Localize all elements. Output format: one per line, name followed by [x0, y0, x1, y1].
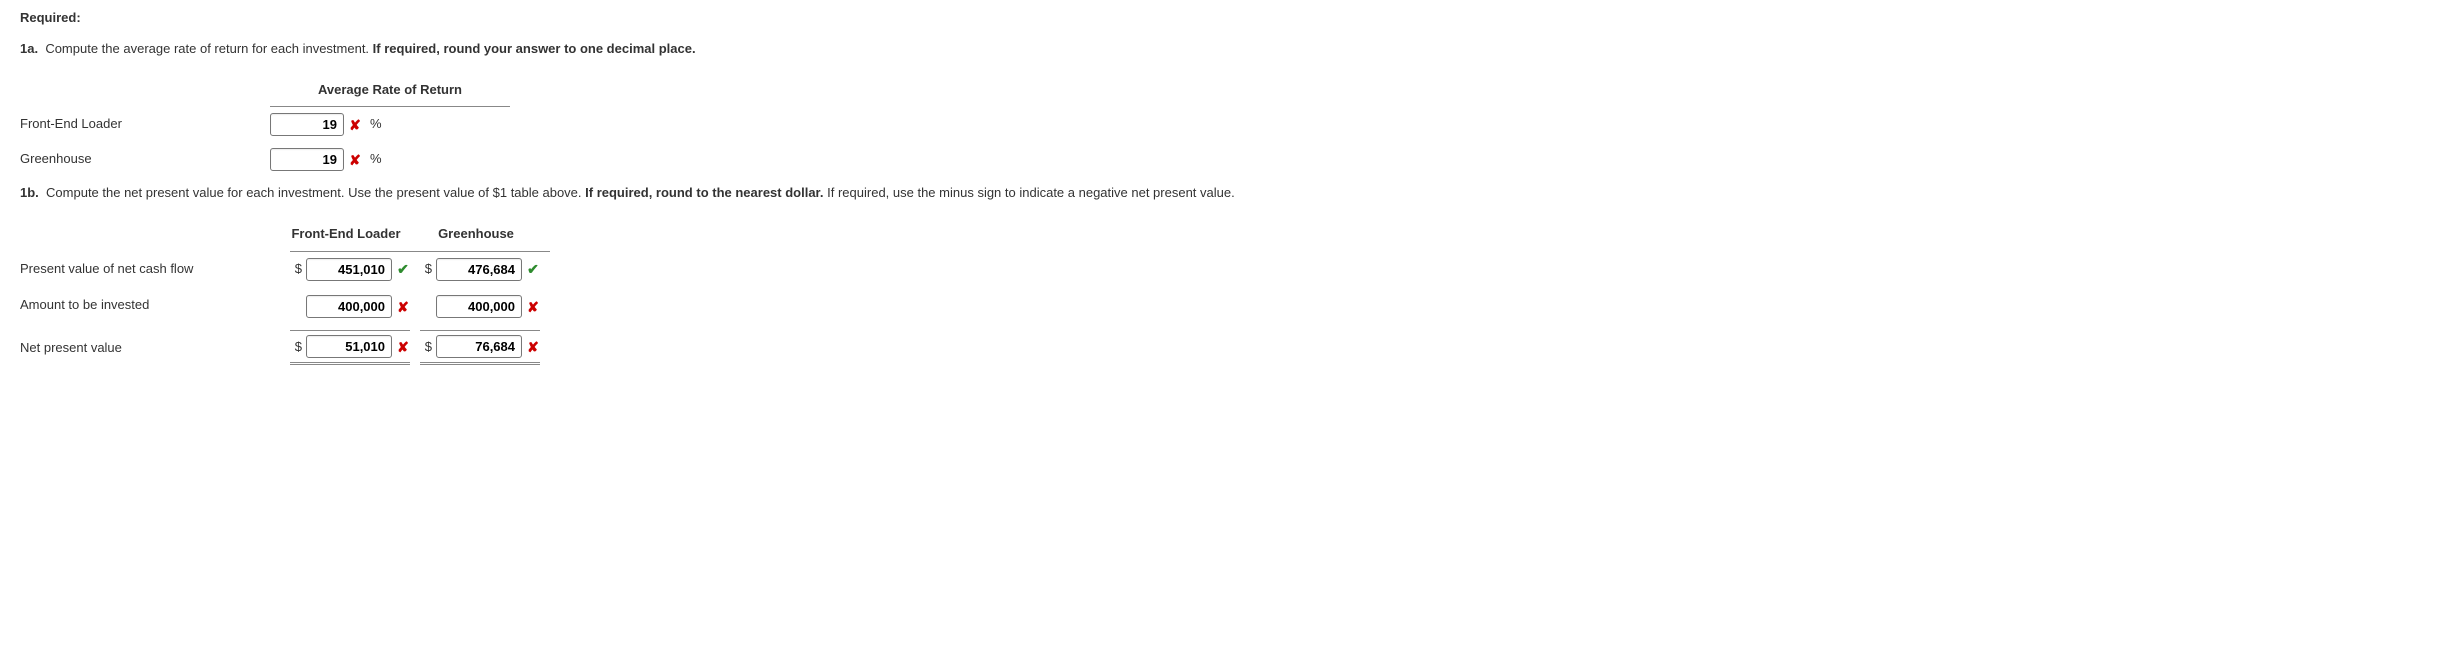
- table-average-rate-of-return: Average Rate of Return Front-End Loader …: [20, 74, 510, 178]
- incorrect-icon: ✘: [348, 149, 362, 171]
- q1a-label: 1a.: [20, 41, 38, 56]
- t1-row0-label: Front-End Loader: [20, 107, 270, 143]
- t2-row2-col2-input[interactable]: [436, 335, 522, 358]
- t2-row1-col2-input[interactable]: [436, 295, 522, 318]
- t2-col2-header: Greenhouse: [420, 218, 550, 251]
- dollar-sign: $: [420, 259, 432, 280]
- question-1a: 1a. Compute the average rate of return f…: [20, 39, 2418, 60]
- q1b-text-1: Compute the net present value for each i…: [46, 185, 585, 200]
- table-row: Net present value $ ✘ $ ✘: [20, 324, 550, 371]
- t2-row1-col1-input[interactable]: [306, 295, 392, 318]
- table-row: Amount to be invested ✘ ✘: [20, 287, 550, 325]
- q1b-text-bold: If required, round to the nearest dollar…: [585, 185, 823, 200]
- t2-row0-col1-input[interactable]: [306, 258, 392, 281]
- table-row: Greenhouse ✘ %: [20, 142, 510, 177]
- table-net-present-value: Front-End Loader Greenhouse Present valu…: [20, 218, 550, 371]
- t1-row0-unit: %: [370, 114, 382, 135]
- correct-icon: ✔: [526, 258, 540, 280]
- table-row: Present value of net cash flow $ ✔ $ ✔: [20, 251, 550, 287]
- t1-row0-input[interactable]: [270, 113, 344, 136]
- t1-row1-input[interactable]: [270, 148, 344, 171]
- incorrect-icon: ✘: [396, 336, 410, 358]
- t2-row0-col2-input[interactable]: [436, 258, 522, 281]
- t1-header: Average Rate of Return: [270, 74, 510, 107]
- q1a-text: Compute the average rate of return for e…: [45, 41, 372, 56]
- t2-col1-header: Front-End Loader: [290, 218, 420, 251]
- incorrect-icon: ✘: [348, 114, 362, 136]
- question-1b: 1b. Compute the net present value for ea…: [20, 183, 2418, 204]
- dollar-sign: $: [420, 337, 432, 358]
- t2-row0-label: Present value of net cash flow: [20, 251, 290, 287]
- incorrect-icon: ✘: [396, 296, 410, 318]
- t2-row2-label: Net present value: [20, 324, 290, 371]
- correct-icon: ✔: [396, 258, 410, 280]
- t1-row1-label: Greenhouse: [20, 142, 270, 177]
- dollar-sign: $: [290, 259, 302, 280]
- t2-row2-col1-input[interactable]: [306, 335, 392, 358]
- dollar-sign: $: [290, 337, 302, 358]
- required-heading: Required:: [20, 8, 2418, 29]
- t2-row1-label: Amount to be invested: [20, 287, 290, 325]
- q1b-label: 1b.: [20, 185, 39, 200]
- incorrect-icon: ✘: [526, 296, 540, 318]
- t1-row1-unit: %: [370, 149, 382, 170]
- q1a-text-bold: If required, round your answer to one de…: [373, 41, 696, 56]
- incorrect-icon: ✘: [526, 336, 540, 358]
- table-row: Front-End Loader ✘ %: [20, 107, 510, 143]
- q1b-text-2: If required, use the minus sign to indic…: [827, 185, 1235, 200]
